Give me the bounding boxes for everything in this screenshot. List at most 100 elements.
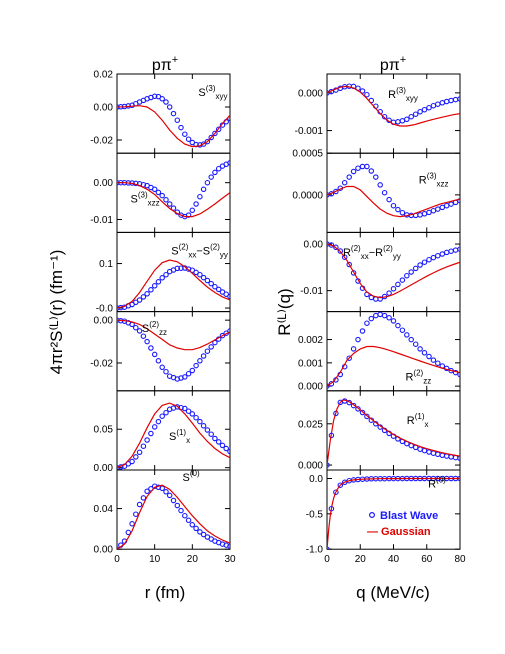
blast-wave-point [133,324,139,331]
blast-wave-point [159,275,165,281]
blast-wave-point [359,88,366,94]
blast-wave-point [125,461,132,467]
blast-wave-point [355,165,361,171]
blast-wave-point [373,312,379,319]
blast-wave-point [350,270,357,276]
blast-wave-point [448,97,454,104]
y-tick-label: 0.00 [304,240,324,251]
blast-wave-point [208,431,214,437]
blast-wave-points [117,483,230,550]
blast-wave-point [368,315,375,322]
blast-wave-point [430,357,437,363]
y-tick-label: 0.00 [94,103,114,114]
y-tick-label: 0.000 [298,461,323,472]
blast-wave-point [117,546,120,550]
blast-wave-point [341,254,348,260]
blast-wave-point [155,418,162,425]
blast-wave-point [408,113,414,120]
panel-label: R(3)xyy [388,86,418,103]
blast-wave-point [208,280,214,287]
legend: Blast Wave — Gaussian [367,510,438,538]
blast-wave-point [426,104,432,111]
blast-wave-point [395,119,401,125]
blast-wave-point [386,315,392,321]
blast-wave-point [204,277,211,284]
blast-wave-point [163,489,169,495]
y-tick-label: 0.1 [99,259,113,270]
blast-wave-point [204,138,211,145]
blast-wave-point [390,318,397,324]
blast-wave-point [457,246,460,252]
blast-wave-point [148,345,154,351]
blast-wave-point [163,271,169,278]
blast-wave-point [215,286,222,293]
panels: 0.020.00-0.02S(3)xyy0.00-0.01S(3)xzz0.1-… [90,70,466,566]
y-tick-label: -0.01 [300,286,323,297]
blast-wave-point [212,435,218,442]
x-tick-label: 20 [355,554,367,565]
blast-wave-point [189,411,196,417]
gaussian-curve [327,399,460,466]
blast-wave-point [185,408,192,414]
y-tick-label: 0.025 [298,419,323,430]
gaussian-curve [117,259,230,309]
right-x-axis-label: q (MeV/c) [356,583,430,602]
blast-wave-point [208,344,214,350]
blast-wave-point [174,404,181,410]
blast-wave-point [182,512,188,519]
blast-wave-point [136,297,143,303]
blast-wave-point [426,449,432,455]
blast-wave-point [140,495,147,501]
blast-wave-point [435,206,441,212]
blast-wave-point [200,423,207,429]
y-tick-label: -0.0 [96,304,114,315]
blast-wave-point [395,322,401,329]
x-tick-label: 10 [149,554,161,565]
blast-wave-point [227,448,230,455]
blast-wave-point [359,328,366,334]
blast-wave-point [133,299,139,306]
blast-wave-point [193,414,199,421]
blast-wave-point [448,201,454,207]
blast-wave-point [144,437,150,443]
blast-wave-point [333,244,339,251]
y-tick-label: -0.5 [306,509,324,520]
blast-wave-point [159,192,165,199]
blast-wave-point [185,517,192,524]
blast-wave-point [377,311,383,318]
blast-wave-point [200,353,207,359]
panel-label: R(2)xx−R(2)yy [343,244,401,261]
blast-wave-point [399,277,406,283]
y-tick-label: -0.02 [90,358,113,369]
blast-wave-point [337,482,344,488]
blast-wave-point [129,458,135,465]
blast-wave-point [163,409,169,416]
blast-wave-point [215,165,222,172]
blast-wave-point [200,141,207,147]
blast-wave-point [144,338,150,345]
panel-left-3: 0.00 -0.02 S(2)zz [90,311,231,392]
blast-wave-point [430,102,437,109]
panel-label: R(1)x [407,412,429,429]
blast-wave-point [178,265,184,271]
blast-wave-point [204,179,211,186]
blast-wave-point [140,443,147,449]
blast-wave-point [163,197,169,203]
blast-wave-point [350,402,357,409]
blast-wave-point [328,381,335,387]
y-tick-label: 0.0000 [292,190,323,201]
blast-wave-point [443,249,450,256]
blast-wave-point [359,409,366,416]
y-tick-label: 0.00 [94,178,114,189]
blast-wave-point [390,286,397,292]
blast-wave-point [399,118,406,124]
blast-wave-point [412,111,419,117]
panel-left-0: 0.02 0.00 -0.02 S(3)xyy [90,70,231,154]
y-tick-label: 0.002 [298,335,323,346]
blast-wave-point [219,442,226,449]
y-tick-label: 0.04 [94,504,114,515]
blast-wave-point [219,332,226,339]
panel-label: S(3)xyy [198,84,227,101]
blast-wave-point [435,101,441,107]
blast-wave-point [182,405,188,412]
